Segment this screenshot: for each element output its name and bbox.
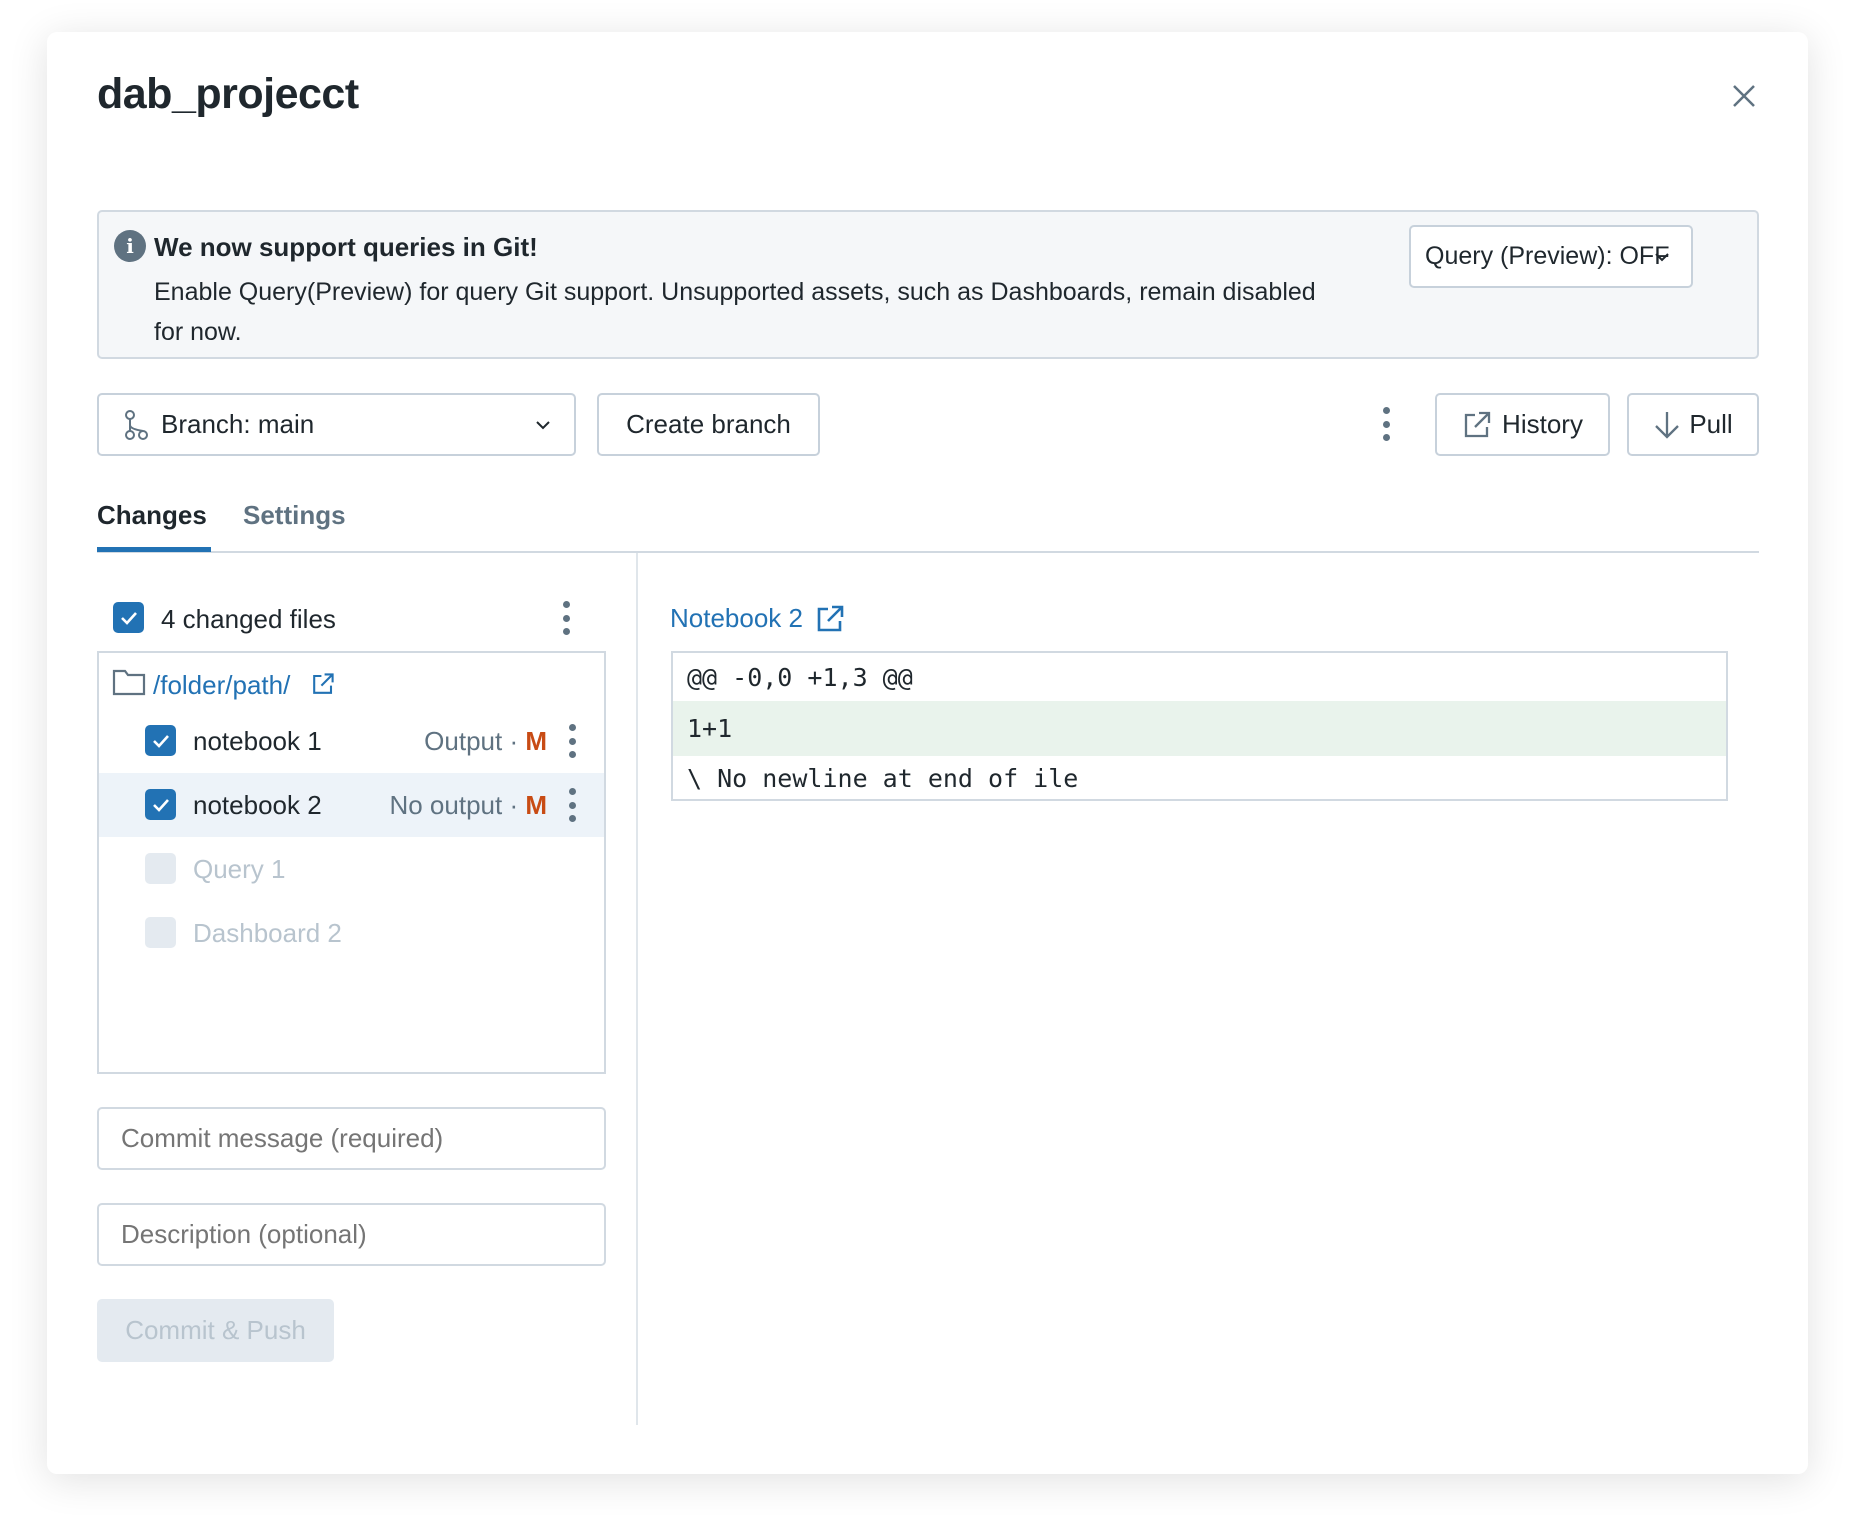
file-status: No output · M bbox=[389, 790, 547, 820]
tab-settings[interactable]: Settings bbox=[243, 500, 346, 530]
commit-push-label: Commit & Push bbox=[125, 1315, 306, 1345]
tab-changes[interactable]: Changes bbox=[97, 500, 207, 530]
file-checkbox bbox=[145, 853, 176, 884]
dialog-title: dab_projecct bbox=[97, 70, 359, 118]
arrow-down-icon bbox=[1655, 411, 1680, 439]
commit-message-input[interactable] bbox=[97, 1107, 606, 1170]
branch-icon bbox=[125, 409, 148, 440]
branch-select[interactable]: Branch: main bbox=[97, 393, 576, 456]
chevron-down-icon bbox=[1655, 252, 1669, 261]
close-icon[interactable] bbox=[1726, 78, 1762, 114]
more-options-icon[interactable] bbox=[566, 788, 578, 822]
query-preview-dropdown[interactable]: Query (Preview): OFF bbox=[1409, 225, 1693, 288]
pull-button[interactable]: Pull bbox=[1627, 393, 1759, 456]
select-all-checkbox[interactable] bbox=[113, 602, 144, 633]
create-branch-label: Create branch bbox=[626, 409, 791, 439]
info-icon: i bbox=[114, 230, 146, 262]
file-checkbox[interactable] bbox=[145, 789, 176, 820]
modified-badge: M bbox=[525, 726, 547, 756]
output-status: No output bbox=[389, 790, 503, 820]
diff-added-line: 1+1 bbox=[673, 701, 1726, 756]
file-row: Dashboard 2 bbox=[99, 901, 604, 965]
banner-title: We now support queries in Git! bbox=[154, 232, 538, 262]
diff-view: @@ -0,0 +1,3 @@ 1+1 \ No newline at end … bbox=[671, 651, 1728, 801]
folder-row[interactable]: /folder/path/ bbox=[99, 653, 604, 717]
file-name: notebook 1 bbox=[193, 726, 322, 756]
folder-icon bbox=[112, 669, 146, 696]
file-row: Query 1 bbox=[99, 837, 604, 901]
active-tab-indicator bbox=[97, 547, 211, 552]
pull-label: Pull bbox=[1689, 409, 1733, 439]
more-options-icon[interactable] bbox=[566, 724, 578, 758]
more-options-icon[interactable] bbox=[1380, 407, 1392, 441]
diff-hunk-header: @@ -0,0 +1,3 @@ bbox=[687, 662, 913, 692]
file-tree: /folder/path/ notebook 1 Output · M note… bbox=[97, 651, 606, 1074]
check-icon bbox=[120, 611, 137, 625]
commit-push-button[interactable]: Commit & Push bbox=[97, 1299, 334, 1362]
panel-divider bbox=[636, 553, 638, 1425]
banner-text: Enable Query(Preview) for query Git supp… bbox=[154, 278, 1316, 346]
modified-badge: M bbox=[525, 790, 547, 820]
history-button[interactable]: History bbox=[1435, 393, 1610, 456]
history-label: History bbox=[1502, 409, 1583, 439]
query-preview-label: Query (Preview): OFF bbox=[1425, 242, 1670, 270]
branch-label: Branch: main bbox=[161, 409, 315, 439]
file-checkbox[interactable] bbox=[145, 725, 176, 756]
file-name: Query 1 bbox=[193, 854, 286, 884]
diff-header: Notebook 2 bbox=[670, 603, 845, 634]
file-name: Dashboard 2 bbox=[193, 918, 342, 948]
folder-link[interactable]: /folder/path/ bbox=[153, 670, 291, 700]
external-link-icon[interactable] bbox=[815, 604, 845, 634]
file-name: notebook 2 bbox=[193, 790, 322, 820]
output-status: Output bbox=[424, 726, 503, 756]
info-banner: i We now support queries in Git! Enable … bbox=[97, 210, 1759, 359]
external-link-icon bbox=[1464, 411, 1491, 437]
check-icon bbox=[152, 798, 169, 812]
tab-divider bbox=[97, 551, 1759, 553]
changed-files-count: 4 changed files bbox=[161, 604, 336, 634]
more-options-icon[interactable] bbox=[560, 601, 572, 635]
external-link-icon[interactable] bbox=[311, 672, 335, 696]
file-row[interactable]: notebook 1 Output · M bbox=[99, 709, 604, 773]
check-icon bbox=[152, 734, 169, 748]
file-status: Output · M bbox=[424, 726, 547, 756]
notebook-link[interactable]: Notebook 2 bbox=[670, 603, 803, 633]
description-input[interactable] bbox=[97, 1203, 606, 1266]
chevron-down-icon bbox=[536, 420, 550, 429]
diff-note-line: \ No newline at end of ile bbox=[687, 764, 1079, 793]
file-checkbox bbox=[145, 917, 176, 948]
file-row[interactable]: notebook 2 No output · M bbox=[99, 773, 604, 837]
create-branch-button[interactable]: Create branch bbox=[597, 393, 820, 456]
